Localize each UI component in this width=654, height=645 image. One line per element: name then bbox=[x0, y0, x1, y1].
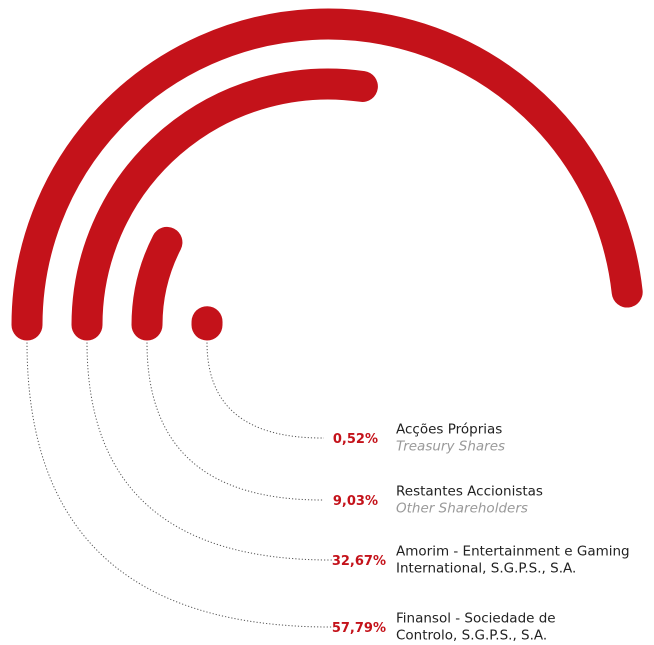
arc-bar-3 bbox=[131, 226, 183, 341]
series-name-2-line-1: Amorim - Entertainment e Gaming bbox=[396, 544, 630, 560]
series-name-2-line-2: International, S.G.P.S., S.A. bbox=[396, 561, 576, 577]
series-subtitle-3: Other Shareholders bbox=[396, 501, 528, 517]
series-name-1-line-1: Finansol - Sociedade de bbox=[396, 611, 556, 627]
value-label-2: 32,67% bbox=[332, 554, 386, 569]
arc-bar-1 bbox=[11, 8, 643, 341]
value-label-1: 57,79% bbox=[332, 621, 386, 636]
leader-line-2 bbox=[86, 342, 332, 561]
series-name-4-line-1: Acções Próprias bbox=[396, 422, 502, 438]
series-name-3-line-1: Restantes Accionistas bbox=[396, 484, 543, 500]
value-label-3: 9,03% bbox=[333, 494, 378, 509]
value-label-4: 0,52% bbox=[333, 432, 378, 447]
series-subtitle-4: Treasury Shares bbox=[396, 439, 505, 455]
series-name-1-line-2: Controlo, S.G.P.S., S.A. bbox=[396, 628, 547, 644]
leader-line-3 bbox=[146, 342, 324, 501]
leader-line-4 bbox=[206, 342, 324, 439]
arc-bar-2 bbox=[71, 68, 378, 341]
leader-lines bbox=[26, 342, 332, 628]
leader-line-1 bbox=[26, 342, 332, 628]
arc-group bbox=[11, 8, 643, 341]
